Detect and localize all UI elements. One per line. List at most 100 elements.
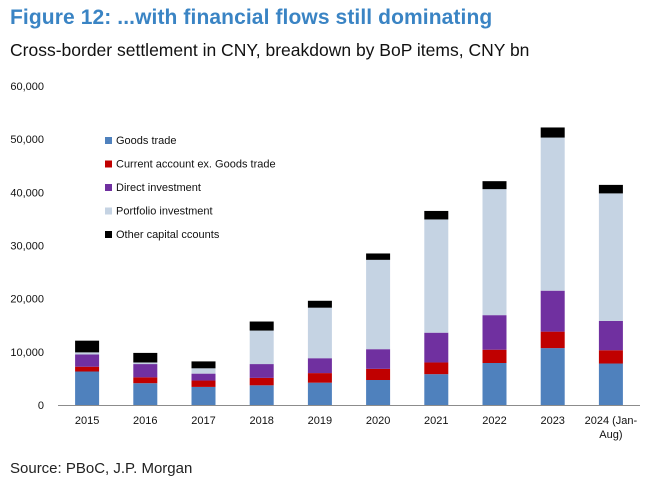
y-tick-label: 40,000 — [10, 187, 44, 199]
x-tick-label: 2023 — [540, 415, 564, 427]
x-tick-label: 2024 (Jan- — [585, 415, 638, 427]
bar-segment-other — [133, 352, 158, 363]
bar-segment-current — [366, 368, 391, 381]
source-note: Source: PBoC, J.P. Morgan — [10, 460, 193, 477]
legend-item-goods: Goods trade — [105, 135, 177, 147]
bar-segment-direct — [249, 364, 274, 378]
y-tick-label: 0 — [38, 400, 44, 412]
bar-segment-current — [598, 350, 623, 364]
y-tick-label: 50,000 — [10, 134, 44, 146]
x-tick-label: 2018 — [249, 415, 273, 427]
legend-label: Current account ex. Goods trade — [116, 159, 276, 171]
bar-segment-other — [307, 300, 332, 308]
x-tick-label: 2016 — [133, 415, 157, 427]
bar-segment-direct — [307, 358, 332, 374]
bar-segment-other — [598, 184, 623, 194]
bar-stack-5 — [307, 300, 332, 405]
bar-segment-direct — [424, 332, 449, 363]
legend-swatch — [105, 231, 112, 238]
bar-segment-other — [482, 181, 507, 190]
bar-stack-7 — [424, 210, 449, 405]
bar-segment-current — [307, 373, 332, 383]
legend-item-other: Other capital ccounts — [105, 229, 220, 241]
bar-segment-direct — [191, 373, 216, 381]
x-tick-label: 2019 — [308, 415, 332, 427]
legend-swatch — [105, 160, 112, 168]
bar-segment-portfolio — [307, 307, 332, 359]
bar-segment-goods — [307, 382, 332, 405]
figure-subtitle: Cross-border settlement in CNY, breakdow… — [10, 40, 530, 60]
bar-stack-6 — [366, 253, 391, 405]
legend-label: Direct investment — [116, 182, 201, 194]
bar-segment-direct — [598, 321, 623, 351]
legend-item-portfolio: Portfolio investment — [105, 206, 213, 218]
legend-label: Goods trade — [116, 135, 177, 147]
bar-segment-current — [540, 331, 565, 349]
bar-segment-current — [249, 377, 274, 386]
bar-segment-current — [133, 377, 158, 384]
bar-segment-portfolio — [249, 330, 274, 365]
bar-segment-direct — [482, 315, 507, 350]
bar-segment-portfolio — [540, 137, 565, 291]
bar-stacks — [75, 127, 623, 405]
x-tick-label: 2022 — [482, 415, 506, 427]
figure-title: Figure 12: ...with financial flows still… — [10, 6, 493, 29]
bar-segment-portfolio — [482, 189, 507, 316]
legend-swatch — [105, 184, 112, 191]
bar-segment-other — [249, 321, 274, 331]
x-tick-label: 2017 — [191, 415, 215, 427]
bar-segment-other — [540, 127, 565, 138]
bar-stack-2 — [133, 352, 158, 405]
bar-segment-direct — [133, 364, 158, 378]
y-tick-label: 10,000 — [10, 347, 44, 359]
bar-stack-3 — [191, 361, 216, 405]
bar-segment-direct — [75, 354, 100, 367]
legend-label: Other capital ccounts — [116, 229, 220, 241]
bar-segment-portfolio — [598, 193, 623, 321]
bar-segment-current — [482, 349, 507, 363]
bar-segment-goods — [482, 363, 507, 405]
bar-stack-1 — [75, 340, 100, 405]
x-axis: 2015 2016 2017 2018 2019 2020 2021 2022 2023 2024… — [58, 405, 640, 441]
x-tick-label: 2020 — [366, 415, 390, 427]
y-axis: 0 10,000 20,000 30,000 40,000 50,000 60,000 — [10, 81, 44, 412]
y-tick-label: 20,000 — [10, 294, 44, 306]
bar-segment-portfolio — [75, 352, 100, 355]
y-tick-label: 30,000 — [10, 241, 44, 253]
bar-segment-current — [75, 366, 100, 372]
bar-segment-portfolio — [191, 368, 216, 374]
bar-segment-goods — [366, 380, 391, 405]
bar-segment-goods — [598, 363, 623, 405]
bar-segment-goods — [133, 383, 158, 405]
bar-segment-portfolio — [366, 259, 391, 350]
bar-segment-portfolio — [424, 219, 449, 333]
bar-segment-direct — [366, 349, 391, 369]
bar-segment-goods — [191, 386, 216, 405]
x-tick-label: 2021 — [424, 415, 448, 427]
legend-item-direct: Direct investment — [105, 182, 201, 194]
bar-segment-other — [191, 361, 216, 369]
bar-segment-other — [75, 340, 100, 353]
legend-label: Portfolio investment — [116, 206, 213, 218]
bar-segment-current — [191, 380, 216, 387]
legend-swatch — [105, 137, 112, 144]
bar-stack-8 — [482, 181, 507, 405]
bar-segment-portfolio — [133, 362, 158, 365]
bar-segment-current — [424, 362, 449, 375]
bar-segment-other — [366, 253, 391, 260]
chart-legend: Goods trade Current account ex. Goods tra… — [105, 135, 276, 241]
bar-stack-9 — [540, 127, 565, 405]
x-tick-label-line2: Aug) — [599, 429, 622, 441]
bar-segment-goods — [249, 385, 274, 405]
bar-segment-other — [424, 210, 449, 220]
bar-segment-goods — [75, 371, 100, 405]
bar-segment-goods — [540, 348, 565, 405]
legend-item-current: Current account ex. Goods trade — [105, 159, 276, 171]
y-tick-label: 60,000 — [10, 81, 44, 93]
bar-stack-10 — [598, 184, 623, 405]
bar-stack-4 — [249, 321, 274, 405]
bar-segment-direct — [540, 290, 565, 332]
legend-swatch — [105, 207, 112, 215]
bar-segment-goods — [424, 374, 449, 405]
